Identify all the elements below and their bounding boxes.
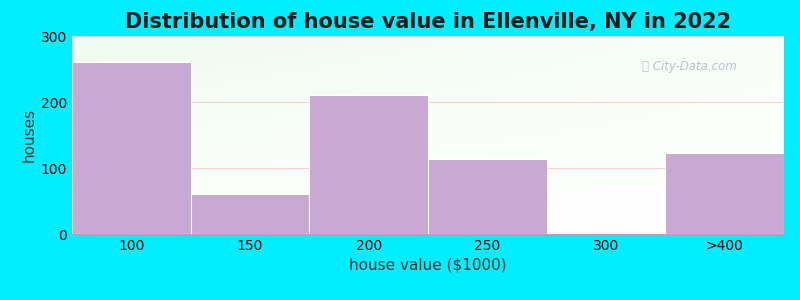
Text: ⓘ City-Data.com: ⓘ City-Data.com: [642, 60, 737, 73]
Bar: [666, 154, 784, 234]
Bar: [72, 62, 190, 234]
X-axis label: house value ($1000): house value ($1000): [349, 257, 507, 272]
Y-axis label: houses: houses: [22, 108, 37, 162]
Bar: [428, 159, 546, 234]
Bar: [190, 194, 310, 234]
Bar: [310, 95, 428, 234]
Title: Distribution of house value in Ellenville, NY in 2022: Distribution of house value in Ellenvill…: [125, 12, 731, 32]
